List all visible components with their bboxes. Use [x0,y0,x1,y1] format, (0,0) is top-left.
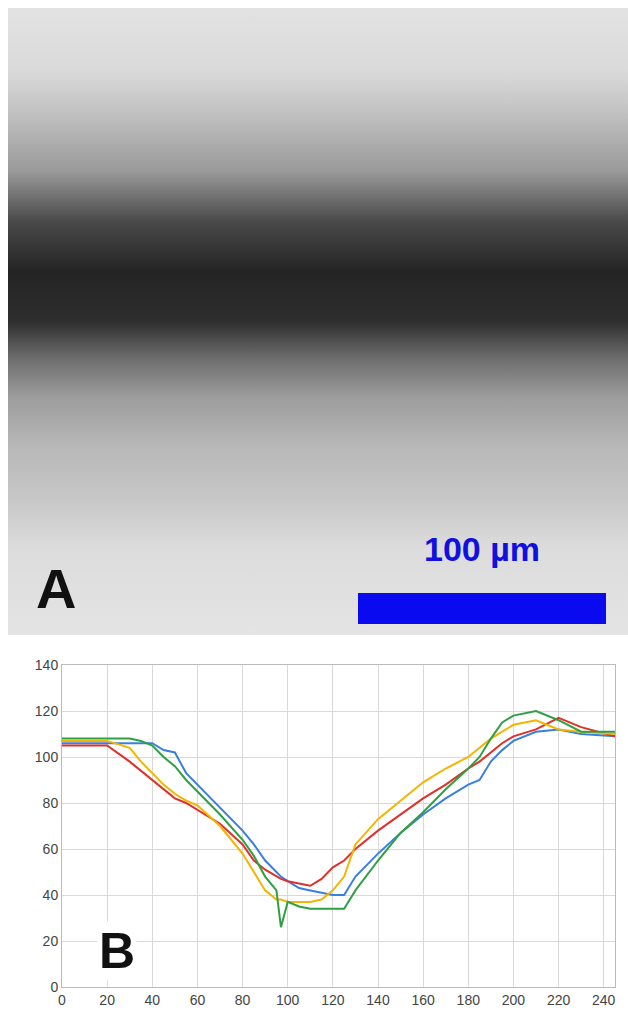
svg-text:200: 200 [502,992,526,1008]
svg-text:100: 100 [35,749,59,765]
svg-text:240: 240 [592,992,616,1008]
svg-text:0: 0 [50,979,58,995]
svg-text:80: 80 [235,992,251,1008]
svg-text:140: 140 [366,992,390,1008]
svg-text:20: 20 [43,933,59,949]
svg-text:40: 40 [43,887,59,903]
svg-text:160: 160 [411,992,435,1008]
svg-text:60: 60 [43,841,59,857]
svg-text:20: 20 [99,992,115,1008]
html-text:100 µm: 100 µm [424,530,540,568]
svg-text:120: 120 [321,992,345,1008]
svg-text:180: 180 [457,992,481,1008]
svg-text:120: 120 [35,703,59,719]
svg-text:40: 40 [145,992,161,1008]
svg-text:220: 220 [547,992,571,1008]
svg-text:60: 60 [190,992,206,1008]
svg-text:100: 100 [276,992,300,1008]
svg-text:B: B [99,923,135,979]
svg-text:0: 0 [58,992,66,1008]
html-text:A: A [36,557,77,620]
svg-text:80: 80 [43,795,59,811]
svg-text:140: 140 [35,657,59,673]
